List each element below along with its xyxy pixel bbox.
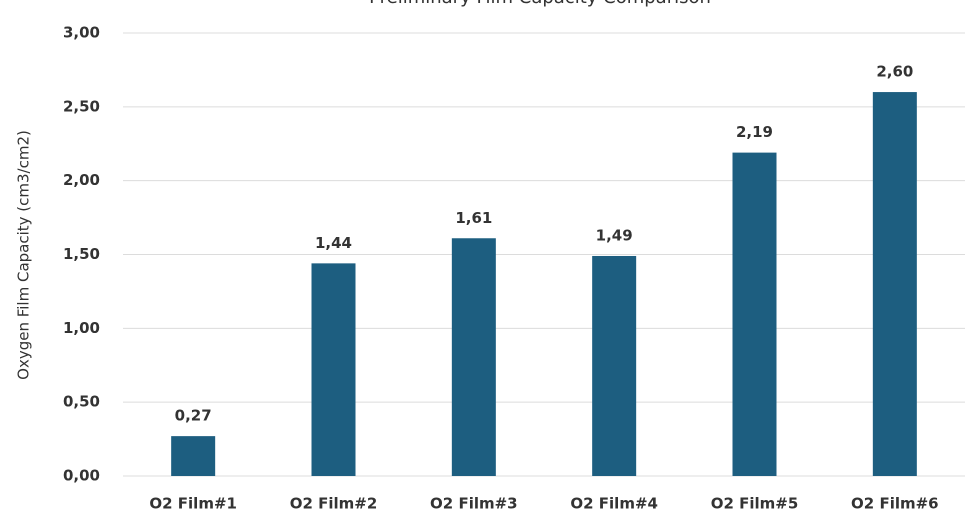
bar — [451, 238, 496, 476]
bar — [311, 263, 356, 476]
data-label: 1,44 — [315, 234, 352, 252]
data-label: 0,27 — [175, 407, 212, 425]
data-label: 2,60 — [876, 63, 913, 81]
y-axis-label: Oxygen Film Capacity (cm3/cm2) — [15, 130, 33, 380]
x-tick-label: O2 Film#3 — [430, 495, 518, 513]
x-tick-label: O2 Film#5 — [711, 495, 799, 513]
x-tick-label: O2 Film#1 — [149, 495, 237, 513]
y-tick-label: 2,50 — [63, 97, 100, 115]
y-tick-label: 3,00 — [63, 24, 100, 42]
x-tick-label: O2 Film#6 — [851, 495, 939, 513]
x-tick-label: O2 Film#2 — [290, 495, 378, 513]
bar — [732, 152, 777, 477]
y-tick-label: 0,50 — [63, 393, 100, 411]
data-label: 2,19 — [736, 123, 773, 141]
x-tick-label: O2 Film#4 — [570, 495, 658, 513]
data-label: 1,49 — [596, 226, 633, 244]
y-tick-label: 1,00 — [63, 319, 100, 337]
y-tick-label: 1,50 — [63, 245, 100, 263]
y-tick-label: 2,00 — [63, 171, 100, 189]
bar — [171, 436, 216, 476]
chart-title: Preliminary Film Capacity Comparison — [369, 0, 711, 8]
bar — [592, 255, 637, 476]
bar — [872, 92, 917, 477]
data-label: 1,61 — [455, 209, 492, 227]
y-tick-label: 0,00 — [63, 467, 100, 485]
